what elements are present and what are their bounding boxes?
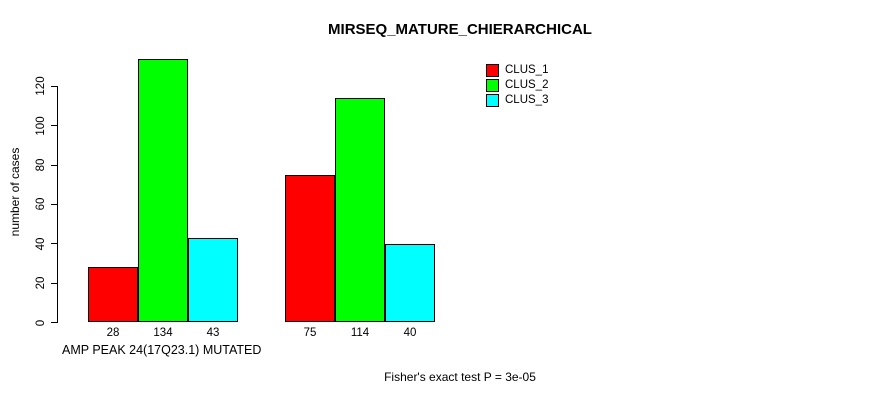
bar-clus-1 bbox=[88, 267, 138, 323]
y-axis-tick-label: 40 bbox=[35, 237, 47, 251]
legend-swatch-icon bbox=[486, 64, 499, 77]
stat-annotation: Fisher's exact test P = 3e-05 bbox=[384, 370, 536, 384]
bar-value-label: 134 bbox=[153, 327, 173, 339]
legend-row: CLUS_1 bbox=[486, 63, 548, 78]
y-axis-tick bbox=[51, 164, 57, 166]
y-axis-tick-label: 80 bbox=[35, 158, 47, 172]
bar-value-label: 43 bbox=[206, 327, 220, 339]
legend-label: CLUS_2 bbox=[505, 79, 549, 91]
legend-label: CLUS_1 bbox=[505, 64, 549, 76]
bar-value-label: 75 bbox=[303, 327, 317, 339]
bar-clus-1 bbox=[285, 174, 335, 323]
legend-swatch-icon bbox=[486, 94, 499, 107]
y-axis-tick bbox=[51, 282, 57, 284]
bar-value-label: 114 bbox=[350, 327, 370, 339]
bar-clus-2 bbox=[335, 98, 385, 323]
legend: CLUS_1 CLUS_2 CLUS_3 bbox=[486, 63, 548, 108]
y-axis-tick-label: 120 bbox=[35, 76, 47, 97]
bar-value-label: 40 bbox=[403, 327, 417, 339]
legend-row: CLUS_2 bbox=[486, 78, 548, 93]
y-axis-tick bbox=[51, 125, 57, 127]
legend-row: CLUS_3 bbox=[486, 93, 548, 108]
chart-title: MIRSEQ_MATURE_CHIERARCHICAL bbox=[328, 21, 592, 38]
y-axis-tick-label: 0 bbox=[35, 319, 47, 326]
bar-value-label: 28 bbox=[106, 327, 120, 339]
bar-clus-3 bbox=[188, 237, 238, 323]
y-axis-tick bbox=[51, 322, 57, 323]
x-axis-label: AMP PEAK 24(17Q23.1) MUTATED bbox=[62, 343, 262, 357]
legend-swatch-icon bbox=[486, 79, 499, 92]
bar-clus-2 bbox=[138, 58, 188, 323]
y-axis-tick-label: 20 bbox=[35, 276, 47, 290]
y-axis-line bbox=[57, 86, 58, 323]
y-axis-tick-label: 60 bbox=[35, 198, 47, 211]
y-axis-tick bbox=[51, 203, 57, 205]
y-axis-tick-label: 100 bbox=[35, 116, 47, 136]
y-axis-label: number of cases bbox=[8, 147, 22, 237]
legend-label: CLUS_3 bbox=[505, 94, 549, 106]
y-axis-tick bbox=[51, 243, 57, 245]
y-axis-tick bbox=[51, 85, 57, 87]
bar-clus-3 bbox=[385, 243, 435, 323]
